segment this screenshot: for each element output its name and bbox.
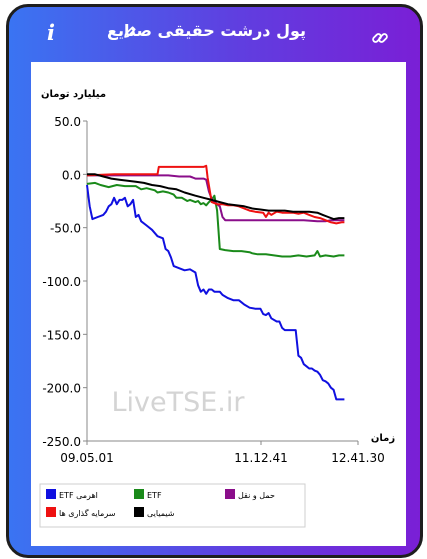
line-chart: LiveTSE.ir میلیارد تومان زمان 50.0 0.0 -50.0 -… [39,89,395,528]
y-tick-label: -50.0 [50,222,81,236]
chart-card: i پول درشت حقیقی صنایع LiveTSE.ir میلیارد… [6,4,423,558]
series-line [86,164,345,225]
legend-swatch [46,489,56,499]
link-icon[interactable] [371,29,389,47]
chart-panel: LiveTSE.ir میلیارد تومان زمان 50.0 0.0 -50.0 -… [31,62,406,546]
legend-label: سرمایه گذاری ها [59,508,116,518]
x-axis-label: زمان [371,433,395,444]
series-line [86,181,345,258]
y-tick-label: -150.0 [42,328,81,342]
watermark: LiveTSE.ir [111,387,245,418]
y-tick-label: -100.0 [42,275,81,289]
legend-swatch [46,507,56,517]
series-line [86,184,345,401]
series-line [87,173,345,221]
y-tick-label: 50.0 [54,115,81,129]
header: i پول درشت حقیقی صنایع [9,7,420,57]
legend-swatch [225,489,235,499]
legend-label: حمل و نقل [238,491,275,500]
legend-swatch [134,507,144,517]
y-tick-label: -200.0 [42,382,81,396]
y-axis-label: میلیارد تومان [41,89,106,100]
legend-swatch [134,489,144,499]
y-tick-label: 0.0 [62,168,81,182]
info-icon[interactable]: i [47,20,55,45]
x-tick-label: 09.05.01 [60,451,113,465]
legend-label: شیمیایی [147,509,175,518]
legend-box [39,483,306,528]
y-tick-label: -250.0 [42,435,81,449]
chart-title: پول درشت حقیقی صنایع [107,21,306,40]
legend-label: ETF [147,491,162,500]
x-tick-label: 11.12.41 [234,451,287,465]
axes: LiveTSE.ir میلیارد تومان زمان 50.0 0.0 -50.0 -… [41,89,395,465]
legend: ETF اهرمی سرمایه گذاری ها ETF شیمیایی حمل و … [39,483,306,528]
legend-label: ETF اهرمی [59,491,98,500]
series-line [87,174,345,223]
pencil-icon[interactable] [123,25,137,39]
series-lines [86,164,345,401]
x-tick-label: 12.41.30 [331,451,384,465]
